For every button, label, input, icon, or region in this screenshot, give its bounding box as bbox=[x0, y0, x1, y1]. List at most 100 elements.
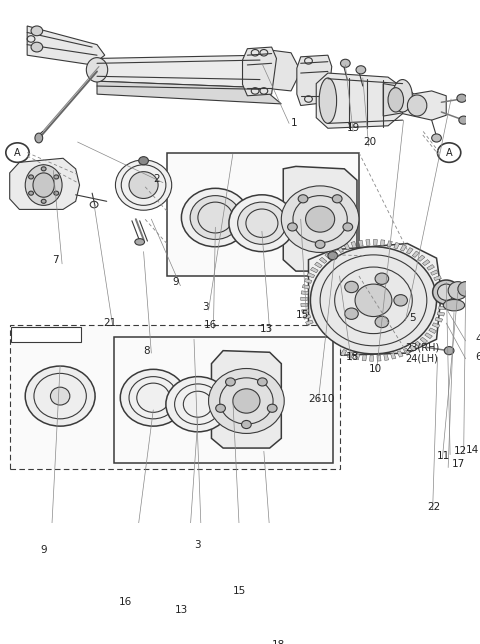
Polygon shape bbox=[62, 419, 66, 425]
Polygon shape bbox=[260, 49, 300, 91]
Polygon shape bbox=[427, 265, 434, 270]
Ellipse shape bbox=[129, 172, 158, 198]
Circle shape bbox=[288, 223, 297, 231]
Polygon shape bbox=[85, 403, 93, 407]
Polygon shape bbox=[81, 410, 88, 415]
Polygon shape bbox=[366, 240, 370, 245]
Ellipse shape bbox=[458, 281, 473, 296]
Ellipse shape bbox=[319, 78, 336, 124]
Bar bbox=[256, 375, 264, 395]
Text: 13: 13 bbox=[260, 324, 273, 334]
Text: 22: 22 bbox=[427, 502, 440, 513]
Text: A: A bbox=[14, 147, 21, 158]
Circle shape bbox=[226, 378, 235, 386]
Polygon shape bbox=[325, 253, 332, 260]
Polygon shape bbox=[431, 270, 438, 275]
FancyBboxPatch shape bbox=[11, 327, 81, 342]
Polygon shape bbox=[337, 246, 344, 252]
Polygon shape bbox=[27, 385, 35, 389]
Text: 1: 1 bbox=[291, 118, 298, 128]
Text: 2610: 2610 bbox=[309, 394, 335, 404]
Polygon shape bbox=[348, 352, 353, 358]
Polygon shape bbox=[438, 288, 445, 292]
Polygon shape bbox=[34, 411, 41, 417]
Polygon shape bbox=[87, 396, 95, 399]
Polygon shape bbox=[344, 243, 350, 250]
Polygon shape bbox=[97, 55, 281, 88]
Polygon shape bbox=[373, 240, 377, 245]
Polygon shape bbox=[403, 348, 410, 355]
Text: 4: 4 bbox=[475, 334, 480, 345]
Circle shape bbox=[315, 240, 325, 249]
Polygon shape bbox=[355, 354, 360, 360]
Polygon shape bbox=[42, 415, 48, 422]
Polygon shape bbox=[84, 406, 91, 412]
Polygon shape bbox=[311, 267, 318, 272]
Polygon shape bbox=[435, 317, 443, 322]
Text: 17: 17 bbox=[452, 459, 465, 469]
Polygon shape bbox=[37, 413, 44, 420]
Polygon shape bbox=[10, 158, 80, 209]
Text: 2: 2 bbox=[153, 174, 160, 184]
Polygon shape bbox=[242, 47, 276, 96]
Ellipse shape bbox=[233, 389, 260, 413]
Circle shape bbox=[54, 191, 59, 195]
Polygon shape bbox=[79, 375, 87, 381]
Polygon shape bbox=[67, 418, 71, 424]
Circle shape bbox=[328, 252, 337, 260]
Polygon shape bbox=[76, 372, 83, 379]
Polygon shape bbox=[340, 350, 347, 356]
Ellipse shape bbox=[25, 366, 95, 426]
Ellipse shape bbox=[229, 194, 295, 252]
Polygon shape bbox=[87, 392, 95, 394]
Text: 15: 15 bbox=[296, 310, 309, 320]
Text: 7: 7 bbox=[52, 255, 59, 265]
Ellipse shape bbox=[306, 206, 335, 232]
Polygon shape bbox=[309, 325, 316, 331]
Ellipse shape bbox=[432, 280, 460, 305]
Polygon shape bbox=[412, 251, 419, 258]
Ellipse shape bbox=[35, 133, 43, 143]
Polygon shape bbox=[331, 249, 337, 256]
Ellipse shape bbox=[388, 88, 404, 112]
Polygon shape bbox=[84, 383, 93, 388]
Circle shape bbox=[29, 191, 34, 195]
Text: 18: 18 bbox=[345, 352, 359, 362]
Text: 12: 12 bbox=[454, 446, 467, 457]
Polygon shape bbox=[422, 260, 430, 265]
Circle shape bbox=[343, 223, 353, 231]
Polygon shape bbox=[300, 297, 308, 300]
Polygon shape bbox=[307, 272, 315, 278]
Ellipse shape bbox=[444, 299, 465, 311]
Text: 15: 15 bbox=[233, 586, 246, 596]
Circle shape bbox=[340, 59, 350, 68]
Polygon shape bbox=[47, 417, 52, 424]
Ellipse shape bbox=[115, 160, 172, 210]
Polygon shape bbox=[69, 368, 73, 375]
Polygon shape bbox=[28, 405, 36, 410]
Bar bbox=[167, 153, 359, 276]
Ellipse shape bbox=[437, 284, 455, 300]
Polygon shape bbox=[25, 398, 33, 401]
Polygon shape bbox=[434, 276, 442, 281]
Polygon shape bbox=[334, 346, 340, 353]
Ellipse shape bbox=[86, 57, 108, 82]
Polygon shape bbox=[297, 55, 332, 106]
Text: 14: 14 bbox=[466, 444, 479, 455]
Ellipse shape bbox=[190, 196, 240, 240]
Circle shape bbox=[31, 26, 43, 35]
Text: 9: 9 bbox=[41, 545, 48, 555]
Polygon shape bbox=[283, 166, 357, 271]
Polygon shape bbox=[27, 26, 105, 65]
Polygon shape bbox=[322, 339, 329, 346]
Text: 20: 20 bbox=[363, 137, 376, 147]
Text: 21: 21 bbox=[103, 318, 116, 328]
Text: 13: 13 bbox=[175, 605, 188, 616]
Ellipse shape bbox=[166, 377, 230, 432]
Polygon shape bbox=[394, 242, 399, 249]
Circle shape bbox=[432, 134, 442, 142]
Circle shape bbox=[257, 378, 267, 386]
Polygon shape bbox=[303, 315, 311, 319]
Circle shape bbox=[29, 175, 34, 179]
Polygon shape bbox=[301, 291, 308, 294]
